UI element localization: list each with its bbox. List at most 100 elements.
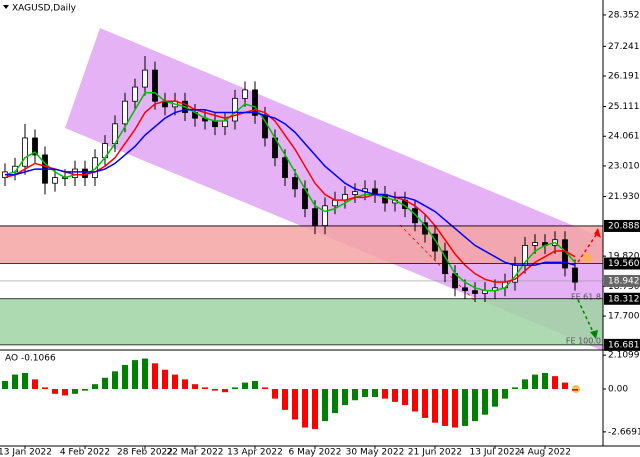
candle-body bbox=[322, 205, 328, 227]
ao-bar bbox=[382, 389, 388, 399]
ao-bar bbox=[302, 389, 308, 428]
level-label: 18.312 bbox=[608, 294, 640, 304]
candle-body bbox=[532, 242, 538, 246]
candle-body bbox=[462, 287, 468, 292]
ao-bar bbox=[412, 389, 418, 412]
annotation: FE 61.8 bbox=[571, 293, 601, 302]
level-label: 19.560 bbox=[608, 259, 640, 269]
candle-body bbox=[282, 157, 288, 178]
ao-bar bbox=[552, 376, 558, 390]
level-box bbox=[604, 292, 640, 305]
ao-bar bbox=[352, 389, 358, 401]
ao-bar bbox=[232, 387, 238, 390]
candle-body bbox=[72, 168, 78, 178]
ao-bar bbox=[142, 358, 148, 390]
ao-bar bbox=[512, 387, 518, 390]
ao-bar bbox=[272, 389, 278, 399]
ao-bar bbox=[122, 364, 128, 390]
candle-body bbox=[132, 86, 138, 102]
signal-dot bbox=[582, 253, 592, 263]
plot bbox=[0, 55, 603, 302]
ao-bar bbox=[262, 387, 268, 390]
candle-body bbox=[32, 137, 38, 156]
ao-bar bbox=[332, 389, 338, 414]
ao-bar bbox=[532, 374, 538, 390]
candle-body bbox=[242, 89, 248, 99]
ao-bar bbox=[482, 389, 488, 415]
y-tick-label: 24.061 bbox=[608, 132, 640, 142]
ao-bar bbox=[72, 389, 78, 394]
annotation: FE 100.0 bbox=[566, 337, 601, 346]
ao-bar bbox=[112, 371, 118, 390]
moving-average bbox=[5, 108, 576, 266]
ao-bar bbox=[292, 389, 298, 420]
y-tick-label: 21.930 bbox=[608, 192, 640, 202]
down-arrow-head bbox=[590, 330, 598, 339]
x-tick-label: 28 Feb 2022 bbox=[117, 448, 173, 457]
zone bbox=[0, 298, 603, 345]
candle-body bbox=[292, 177, 298, 190]
y-tick-label: 19.820 bbox=[608, 252, 640, 262]
x-tick-label: 4 Feb 2022 bbox=[60, 448, 110, 457]
ao-bar bbox=[362, 389, 368, 398]
ao-bar bbox=[402, 389, 408, 406]
ao-bar bbox=[2, 380, 8, 390]
zones bbox=[0, 225, 603, 345]
y-tick-label: -2.6691 bbox=[608, 427, 640, 437]
up-arrow bbox=[577, 231, 599, 263]
symbol-icon bbox=[3, 5, 9, 9]
ao-bar bbox=[452, 389, 458, 428]
x-tick-label: 13 Jul 2022 bbox=[470, 448, 521, 457]
x-tick-label: 4 Aug 2022 bbox=[519, 448, 571, 457]
candle-body bbox=[212, 120, 218, 128]
x-tick-label: 13 Jan 2022 bbox=[0, 448, 52, 457]
ao-bar bbox=[442, 389, 448, 426]
ao-bar bbox=[562, 382, 568, 390]
y-tick-label: 0.00 bbox=[608, 385, 628, 395]
candle-body bbox=[222, 120, 228, 128]
ao-bar bbox=[202, 387, 208, 390]
x-tick-label: 21 Jun 2022 bbox=[408, 448, 462, 457]
ao-bar bbox=[312, 389, 318, 430]
signal-dot bbox=[572, 385, 580, 393]
ao-bar bbox=[212, 389, 218, 391]
y-tick-label: 26.191 bbox=[608, 72, 640, 82]
ao-bar bbox=[522, 379, 528, 390]
candle-body bbox=[122, 100, 128, 125]
zone bbox=[0, 225, 603, 264]
candle-body bbox=[332, 199, 338, 207]
ao-bar bbox=[432, 389, 438, 423]
ao-bar bbox=[82, 389, 88, 391]
candle-body bbox=[152, 69, 158, 102]
ao-bar bbox=[12, 374, 18, 390]
candle-body bbox=[412, 208, 418, 224]
ao-bar bbox=[542, 372, 548, 390]
ao-bar bbox=[342, 389, 348, 406]
level-box bbox=[604, 257, 640, 270]
ao-bar bbox=[192, 384, 198, 390]
moving-average bbox=[4, 100, 576, 283]
candle-body bbox=[312, 208, 318, 227]
ao-bar bbox=[392, 389, 398, 402]
ao-bar bbox=[42, 387, 48, 390]
ao-bar bbox=[132, 360, 138, 390]
ao-bar bbox=[462, 389, 468, 426]
ao-bar bbox=[322, 389, 328, 422]
ao-bar bbox=[92, 384, 98, 390]
ao-bar bbox=[572, 389, 578, 391]
candle-body bbox=[92, 157, 98, 178]
ao-bar bbox=[252, 380, 258, 390]
current-price-box bbox=[604, 274, 640, 287]
ao-bar bbox=[182, 379, 188, 390]
ao-bar bbox=[22, 372, 28, 390]
y-tick-label: 23.010 bbox=[608, 161, 640, 171]
candle-body bbox=[252, 89, 258, 116]
up-arrow-head bbox=[594, 228, 601, 238]
x-tick-label: 30 May 2022 bbox=[346, 448, 405, 457]
ao-bar bbox=[502, 389, 508, 399]
ao-bar bbox=[102, 377, 108, 390]
y-tick-label: 25.111 bbox=[608, 102, 640, 112]
candle-body bbox=[142, 69, 148, 88]
x-tick-label: 22 Mar 2022 bbox=[166, 448, 223, 457]
